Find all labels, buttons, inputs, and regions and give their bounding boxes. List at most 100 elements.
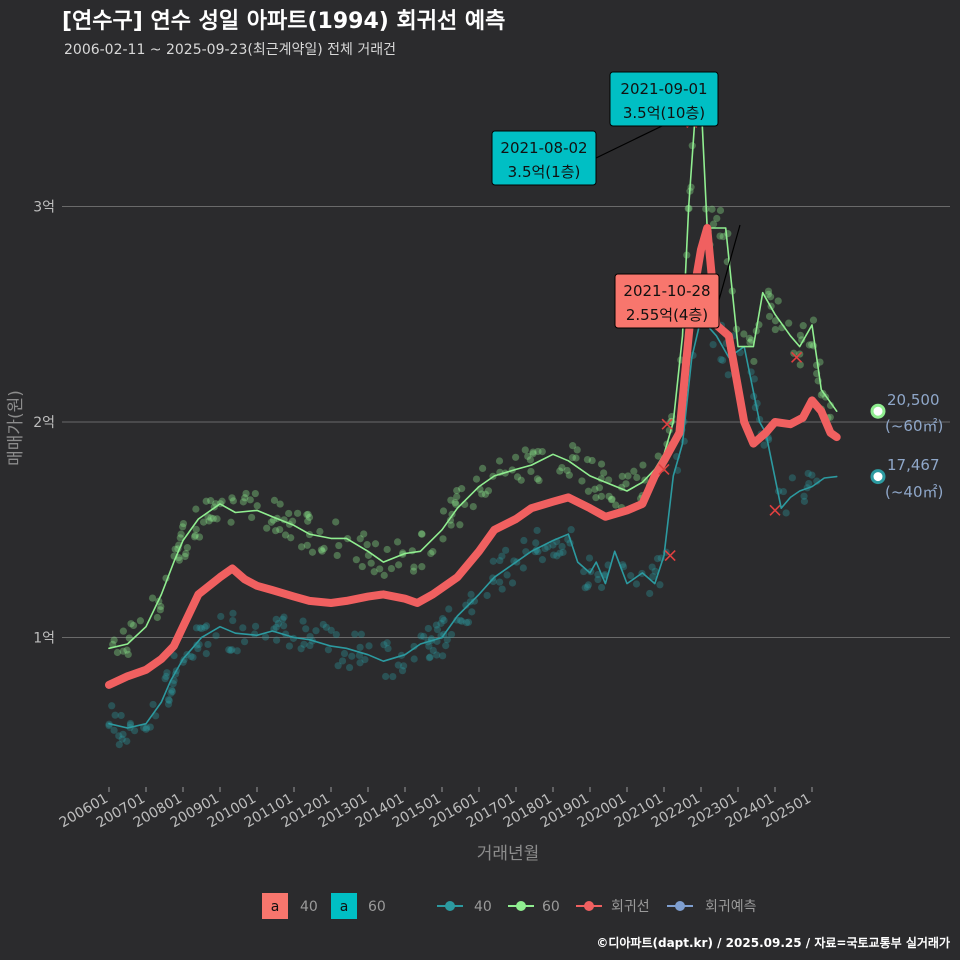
transaction-dot — [334, 662, 342, 670]
transaction-dot — [468, 608, 476, 616]
transaction-dot — [425, 642, 433, 650]
legend-fill-40-label: 40 — [300, 899, 318, 915]
transaction-dot — [764, 290, 773, 298]
transaction-dot — [432, 621, 440, 629]
legend-forecast-dot — [675, 901, 685, 911]
transaction-dot — [227, 646, 235, 655]
transaction-dot — [426, 653, 434, 661]
y-tick-label: 3억 — [33, 200, 55, 216]
transaction-dot — [771, 317, 780, 325]
transaction-dot — [716, 232, 724, 240]
transaction-dot — [740, 330, 748, 338]
transaction-dot — [312, 627, 320, 635]
transaction-dot — [251, 622, 260, 630]
transaction-dot — [656, 581, 664, 589]
transaction-dot — [529, 448, 537, 456]
transaction-dot — [110, 726, 118, 734]
annotation-box-2 — [614, 273, 720, 329]
transaction-dot — [371, 540, 380, 548]
transaction-dot — [750, 357, 758, 366]
transaction-dot — [646, 589, 654, 598]
transaction-dot — [805, 341, 813, 349]
transaction-dot — [771, 325, 779, 334]
transaction-dot — [280, 622, 288, 630]
transaction-dot — [153, 613, 161, 622]
legend-line-60-dot — [516, 901, 526, 911]
transaction-dot — [213, 515, 221, 523]
transaction-dot — [532, 539, 540, 547]
transaction-dot — [447, 630, 456, 639]
transaction-dot — [429, 548, 437, 556]
transaction-dot — [451, 499, 459, 507]
transaction-dot — [123, 646, 131, 654]
transaction-dot — [526, 456, 535, 464]
transaction-dot — [233, 647, 241, 655]
transaction-dot — [175, 556, 183, 564]
transaction-dot — [443, 636, 451, 644]
transaction-dot — [538, 556, 547, 564]
transaction-dot — [418, 530, 426, 538]
transaction-dot — [467, 590, 475, 599]
transaction-dot — [458, 485, 466, 493]
transaction-dot — [192, 505, 200, 513]
forecast-point-1 — [870, 469, 886, 485]
transaction-dot — [179, 523, 187, 531]
transaction-dot — [764, 287, 773, 295]
transaction-dot — [765, 312, 774, 321]
transaction-dot — [299, 617, 307, 625]
transaction-dot — [453, 493, 461, 501]
transaction-dot — [281, 531, 290, 539]
transaction-dot — [305, 513, 314, 521]
transaction-dot — [618, 472, 626, 480]
transaction-dot — [136, 617, 145, 625]
transaction-dot — [192, 525, 200, 533]
transaction-dot — [605, 492, 613, 500]
transaction-dot — [177, 530, 185, 538]
transaction-dot — [747, 336, 756, 344]
transaction-dot — [805, 479, 813, 488]
transaction-dot — [608, 495, 616, 503]
transaction-dot — [418, 563, 426, 571]
transaction-dot — [563, 466, 571, 475]
transaction-dot — [799, 322, 807, 330]
transaction-dot — [550, 551, 558, 559]
end-label-40-area: (~40㎡) — [885, 483, 943, 501]
transaction-dot — [335, 541, 343, 550]
legend-fill-60-key-letter: a — [340, 899, 349, 915]
transaction-dot — [469, 502, 477, 511]
transaction-dot — [217, 612, 225, 621]
transaction-dot — [533, 526, 541, 535]
transaction-dot — [111, 711, 119, 719]
transaction-dot — [119, 627, 127, 635]
transaction-dot — [498, 585, 506, 593]
transaction-dot — [320, 544, 328, 553]
chart-title: [연수구] 연수 성일 아파트(1994) 회귀선 예측 — [62, 9, 505, 34]
credit-text: ©디아파트(dapt.kr) / 2025.09.25 / 자료=국토교통부 실… — [596, 935, 950, 950]
transaction-dot — [119, 730, 127, 738]
transaction-dot — [324, 646, 332, 654]
transaction-dot — [380, 641, 388, 649]
transaction-dot — [202, 497, 210, 505]
transaction-dot — [197, 624, 206, 633]
transaction-dot — [127, 620, 135, 628]
transaction-dot — [383, 639, 391, 647]
transaction-dot — [583, 583, 591, 591]
legend-regression-label: 회귀선 — [611, 899, 650, 915]
series-line-0 — [108, 317, 838, 729]
transaction-dot — [826, 401, 835, 410]
transaction-dot — [303, 541, 311, 549]
transaction-dot — [168, 686, 176, 694]
transaction-dot — [191, 531, 199, 539]
transaction-dot — [108, 702, 116, 710]
transaction-dot — [356, 643, 364, 651]
transaction-dot — [119, 647, 127, 655]
transaction-dot — [367, 559, 375, 567]
transaction-dot — [356, 659, 364, 667]
transaction-dot — [409, 567, 418, 575]
transaction-dot — [242, 489, 250, 498]
transaction-dot — [583, 455, 592, 464]
transaction-dot — [559, 548, 567, 556]
transaction-dot — [447, 496, 455, 504]
transaction-dot — [556, 467, 564, 475]
transaction-dot — [352, 556, 360, 564]
